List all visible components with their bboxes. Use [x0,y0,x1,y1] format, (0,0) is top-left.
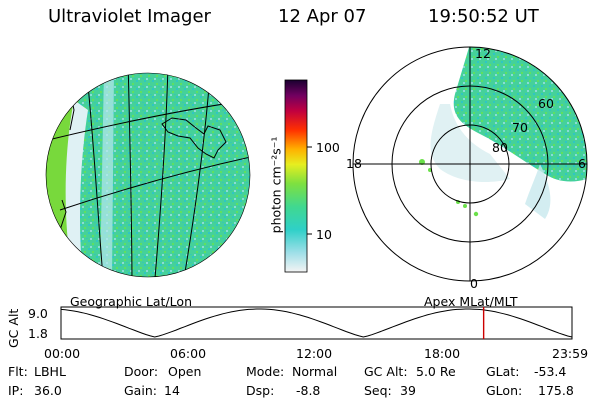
altitude-ytick-low: 1.8 [28,326,48,341]
app-title: Ultraviolet Imager [48,6,211,27]
dsp-label: Dsp: [246,383,275,398]
ip-label: IP: [8,383,24,398]
mode-label: Mode: [246,364,285,379]
date-label: 12 Apr 07 [278,6,367,27]
altitude-xtick-0: 00:00 [44,346,81,361]
colorbar [284,79,312,273]
mlt-label-18: 18 [346,156,362,171]
lat-label-80: 80 [492,140,508,155]
gcalt-label: GC Alt: [364,364,408,379]
ip-value: 36.0 [34,383,62,398]
altitude-xtick-4: 23:59 [552,346,589,361]
time-label: 19:50:52 UT [428,6,539,27]
flt-value: LBHL [34,364,66,379]
altitude-xtick-1: 06:00 [170,346,207,361]
colorbar-tick-10: 10 [316,227,332,242]
colorbar-unit-label: photon cm⁻²s⁻¹ [268,136,284,234]
lat-label-60: 60 [538,96,554,111]
gain-value: 14 [164,383,180,398]
glat-label: GLat: [486,364,520,379]
glon-label: GLon: [486,383,523,398]
mode-value: Normal [292,364,338,379]
door-value: Open [168,364,202,379]
mlt-label-12: 12 [475,46,491,61]
geographic-globe-image [45,72,251,278]
polar-panel-label: Apex MLat/MLT [424,294,518,309]
lat-label-70: 70 [512,120,528,135]
altitude-ytick-high: 9.0 [28,306,48,321]
seq-label: Seq: [364,383,392,398]
colorbar-tick-100: 100 [316,140,340,155]
gcalt-value: 5.0 Re [416,364,456,379]
altitude-xtick-2: 12:00 [296,346,333,361]
glon-value: 175.8 [538,383,574,398]
glat-value: -53.4 [534,364,567,379]
altitude-ylabel: GC Alt [6,308,21,348]
flt-label: Flt: [8,364,28,379]
door-label: Door: [124,364,159,379]
altitude-xtick-3: 18:00 [424,346,461,361]
gain-label: Gain: [124,383,157,398]
mlt-label-0: 0 [470,276,478,291]
seq-value: 39 [400,383,416,398]
mlt-label-6: 6 [578,156,586,171]
altitude-plot [60,306,573,340]
polar-plot [352,46,588,282]
dsp-value: -8.8 [296,383,321,398]
geographic-panel-label: Geographic Lat/Lon [70,294,192,309]
